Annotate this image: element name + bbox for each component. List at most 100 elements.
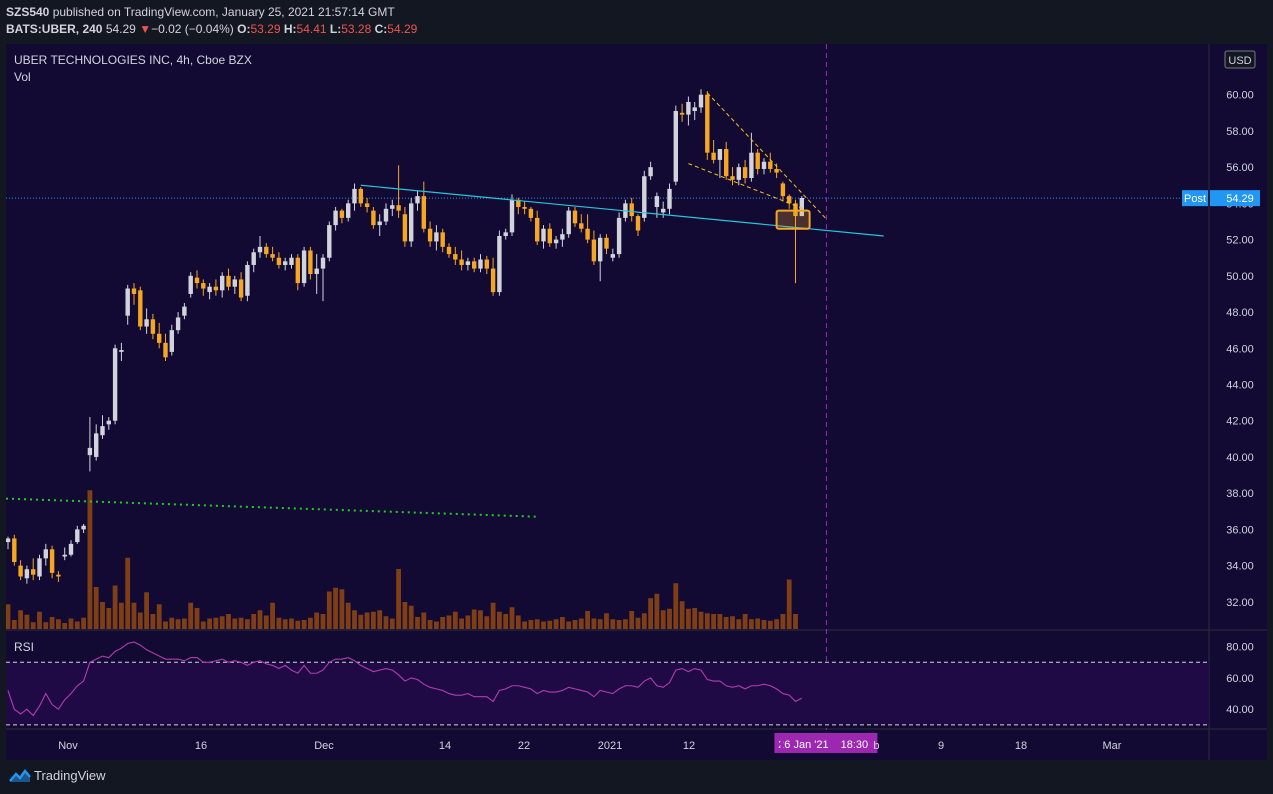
volume-bar	[37, 611, 42, 629]
open-value: 53.29	[250, 22, 281, 36]
candle-body	[94, 433, 99, 457]
volume-bar	[81, 617, 86, 629]
volume-bar	[194, 608, 200, 629]
candle-body	[616, 217, 622, 255]
volume-bar	[74, 621, 80, 629]
candle-body	[705, 94, 710, 153]
volume-bar	[314, 612, 320, 629]
low-value: 53.28	[341, 22, 372, 36]
volume-bar	[56, 619, 61, 629]
author-name[interactable]: SZS540	[6, 5, 50, 19]
volume-bar	[692, 608, 698, 629]
rsi-line	[7, 641, 803, 717]
volume-bar	[793, 614, 798, 629]
volume-bar	[207, 618, 212, 629]
volume-bar	[270, 602, 275, 629]
volume-bar	[358, 614, 364, 629]
candle-body	[698, 94, 704, 108]
price-tick-label: 58.00	[1226, 126, 1254, 138]
candle-body	[654, 196, 660, 208]
volume-bar	[295, 620, 301, 629]
price-change: −0.02 (−0.04%)	[151, 22, 234, 36]
volume-bar	[742, 614, 748, 629]
currency-badge	[1224, 50, 1256, 69]
symbol-line: BATS:UBER, 240 54.29 ▼−0.02 (−0.04%) O:5…	[6, 22, 417, 36]
time-tick-label-clipped: b	[873, 740, 879, 752]
candle-body	[169, 330, 174, 352]
post-price-badge-value: 54.29	[1226, 193, 1254, 205]
volume-bar	[522, 621, 527, 629]
volume-bar	[43, 622, 49, 629]
publish-line: SZS540 published on TradingView.com, Jan…	[6, 5, 395, 19]
candle-body	[75, 529, 80, 543]
volume-bar	[465, 615, 471, 629]
candle-body	[308, 250, 313, 275]
crosshair-date: 26 Jan '21	[778, 739, 828, 751]
candlestick-chart[interactable]: 32.00 34.00 36.00 38.00 40.00 42.00 44.00 46.00…	[6, 44, 1267, 760]
post-price-badge	[1210, 190, 1260, 207]
candle-body	[541, 228, 546, 242]
volume-bar	[112, 585, 118, 629]
candle-body	[270, 254, 275, 258]
support-box	[775, 209, 811, 230]
volume-bar	[301, 620, 307, 629]
candle-body	[724, 149, 729, 177]
candle-body	[711, 152, 716, 160]
volume-bar	[578, 618, 584, 629]
candle-body	[18, 565, 23, 577]
candle-body	[415, 196, 420, 204]
candle-body	[629, 203, 634, 217]
candle-body	[138, 290, 143, 327]
candle-body	[509, 199, 515, 233]
time-tick-label: 18	[1015, 740, 1027, 752]
volume-bar	[276, 617, 282, 629]
crosshair-date-edge	[780, 733, 784, 753]
volume-bar	[679, 601, 685, 629]
candle-body	[490, 268, 496, 293]
volume-bar	[786, 579, 792, 629]
time-tick-label: 12	[683, 740, 695, 752]
chart-area[interactable]: 32.00 34.00 36.00 38.00 40.00 42.00 44.00 46.00…	[6, 44, 1267, 760]
candle-body	[131, 288, 137, 294]
candle-body	[327, 225, 332, 258]
candle-body	[49, 549, 55, 573]
volume-bar	[226, 614, 231, 629]
volume-bar	[257, 610, 263, 629]
candle-body	[503, 232, 508, 236]
volume-bar	[560, 617, 565, 629]
volume-bar	[616, 620, 622, 629]
candle-body	[213, 286, 219, 291]
candle-body	[62, 554, 67, 557]
price-tick-label: 56.00	[1226, 162, 1254, 174]
volume-bar	[597, 619, 603, 629]
crosshair-time: 18:30	[841, 739, 869, 751]
candle-body	[497, 235, 502, 293]
candle-body	[453, 254, 458, 260]
candle-body	[686, 101, 691, 115]
candle-body	[604, 237, 609, 249]
volume-bar	[553, 619, 559, 629]
candle-body	[232, 279, 237, 287]
volume-bar	[383, 616, 389, 629]
tradingview-logo-icon[interactable]	[8, 768, 32, 784]
candle-body	[339, 210, 345, 218]
volume-bar	[169, 617, 175, 629]
candle-body	[572, 210, 578, 224]
brand-name[interactable]: TradingView	[34, 768, 106, 783]
candle-body	[144, 319, 149, 327]
candle-body	[6, 538, 11, 543]
volume-bar	[389, 618, 395, 629]
volume-bar	[723, 617, 729, 629]
volume-bar	[62, 623, 68, 629]
candle-body	[150, 319, 156, 334]
candle-body	[673, 111, 678, 182]
price-tick-label: 44.00	[1226, 379, 1254, 391]
candle-body	[692, 107, 697, 112]
candle-body	[579, 223, 584, 229]
candle-body	[194, 277, 200, 284]
volume-bar	[163, 621, 168, 629]
volume-bar	[623, 619, 628, 629]
volume-bar	[377, 610, 383, 629]
volume-bar	[509, 607, 515, 629]
candle-body	[742, 167, 748, 179]
